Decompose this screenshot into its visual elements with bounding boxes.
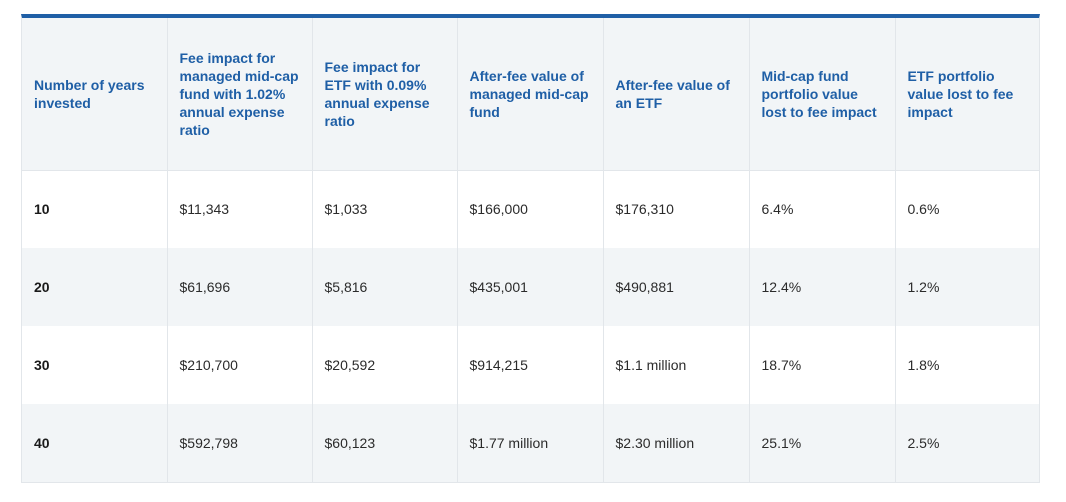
table-row: 20 $61,696 $5,816 $435,001 $490,881 12.4…: [22, 248, 1039, 326]
cell-etf-fee-impact: $60,123: [312, 404, 458, 482]
fee-impact-table: Number of years invested Fee impact for …: [22, 18, 1039, 482]
cell-midcap-value-lost: 18.7%: [749, 326, 896, 404]
cell-etf-fee-impact: $5,816: [312, 248, 458, 326]
cell-etf-fee-impact: $1,033: [312, 170, 458, 248]
cell-etf-value-lost: 1.8%: [907, 357, 940, 373]
cell-midcap-fee-impact: $210,700: [167, 326, 313, 404]
header-etf-value-lost: ETF portfolio value lost to fee impact: [895, 18, 1039, 171]
cell-etf-value-lost: 0.6%: [907, 201, 940, 218]
cell-midcap-value-lost: 6.4%: [749, 170, 896, 248]
cell-etf-value-lost: 2.5%: [907, 435, 940, 451]
table-row: 30 $210,700 $20,592 $914,215 $1.1 millio…: [22, 326, 1039, 404]
cell-midcap-value-lost: 12.4%: [749, 248, 896, 326]
header-row: Number of years invested Fee impact for …: [22, 18, 1039, 171]
cell-years: 30: [22, 326, 168, 404]
header-etf-fee-impact: Fee impact for ETF with 0.09% annual exp…: [312, 18, 458, 171]
cell-etf-value-lost: 1.2%: [907, 279, 940, 295]
header-midcap-after-fee-value: After-fee value of managed mid-cap fund: [457, 18, 604, 171]
fee-impact-table-container: Number of years invested Fee impact for …: [21, 14, 1040, 483]
cell-midcap-after-fee-value: $1.77 million: [457, 404, 604, 482]
cell-years: 20: [22, 248, 168, 326]
cell-years: 10: [22, 170, 168, 248]
cell-midcap-fee-impact: $592,798: [167, 404, 313, 482]
cell-etf-fee-impact: $20,592: [312, 326, 458, 404]
header-years: Number of years invested: [22, 18, 168, 171]
cell-years: 40: [22, 404, 168, 482]
cell-etf-after-fee-value: $490,881: [603, 248, 750, 326]
header-etf-after-fee-value: After-fee value of an ETF: [603, 18, 750, 171]
cell-midcap-fee-impact: $11,343: [167, 170, 313, 248]
cell-midcap-after-fee-value: $435,001: [457, 248, 604, 326]
cell-midcap-after-fee-value: $914,215: [457, 326, 604, 404]
table-row: 40 $592,798 $60,123 $1.77 million $2.30 …: [22, 404, 1039, 482]
table-header: Number of years invested Fee impact for …: [22, 18, 1039, 171]
header-midcap-value-lost: Mid-cap fund portfolio value lost to fee…: [749, 18, 896, 171]
cell-etf-after-fee-value: $1.1 million: [603, 326, 750, 404]
cell-midcap-fee-impact: $61,696: [167, 248, 313, 326]
cell-midcap-after-fee-value: $166,000: [457, 170, 604, 248]
header-midcap-fee-impact: Fee impact for managed mid-cap fund with…: [167, 18, 313, 171]
cell-etf-after-fee-value: $176,310: [603, 170, 750, 248]
table-body: 10 $11,343 $1,033 $166,000 $176,310 6.4%…: [22, 170, 1039, 482]
table-row: 10 $11,343 $1,033 $166,000 $176,310 6.4%…: [22, 170, 1039, 248]
cell-midcap-value-lost: 25.1%: [749, 404, 896, 482]
cell-etf-after-fee-value: $2.30 million: [603, 404, 750, 482]
